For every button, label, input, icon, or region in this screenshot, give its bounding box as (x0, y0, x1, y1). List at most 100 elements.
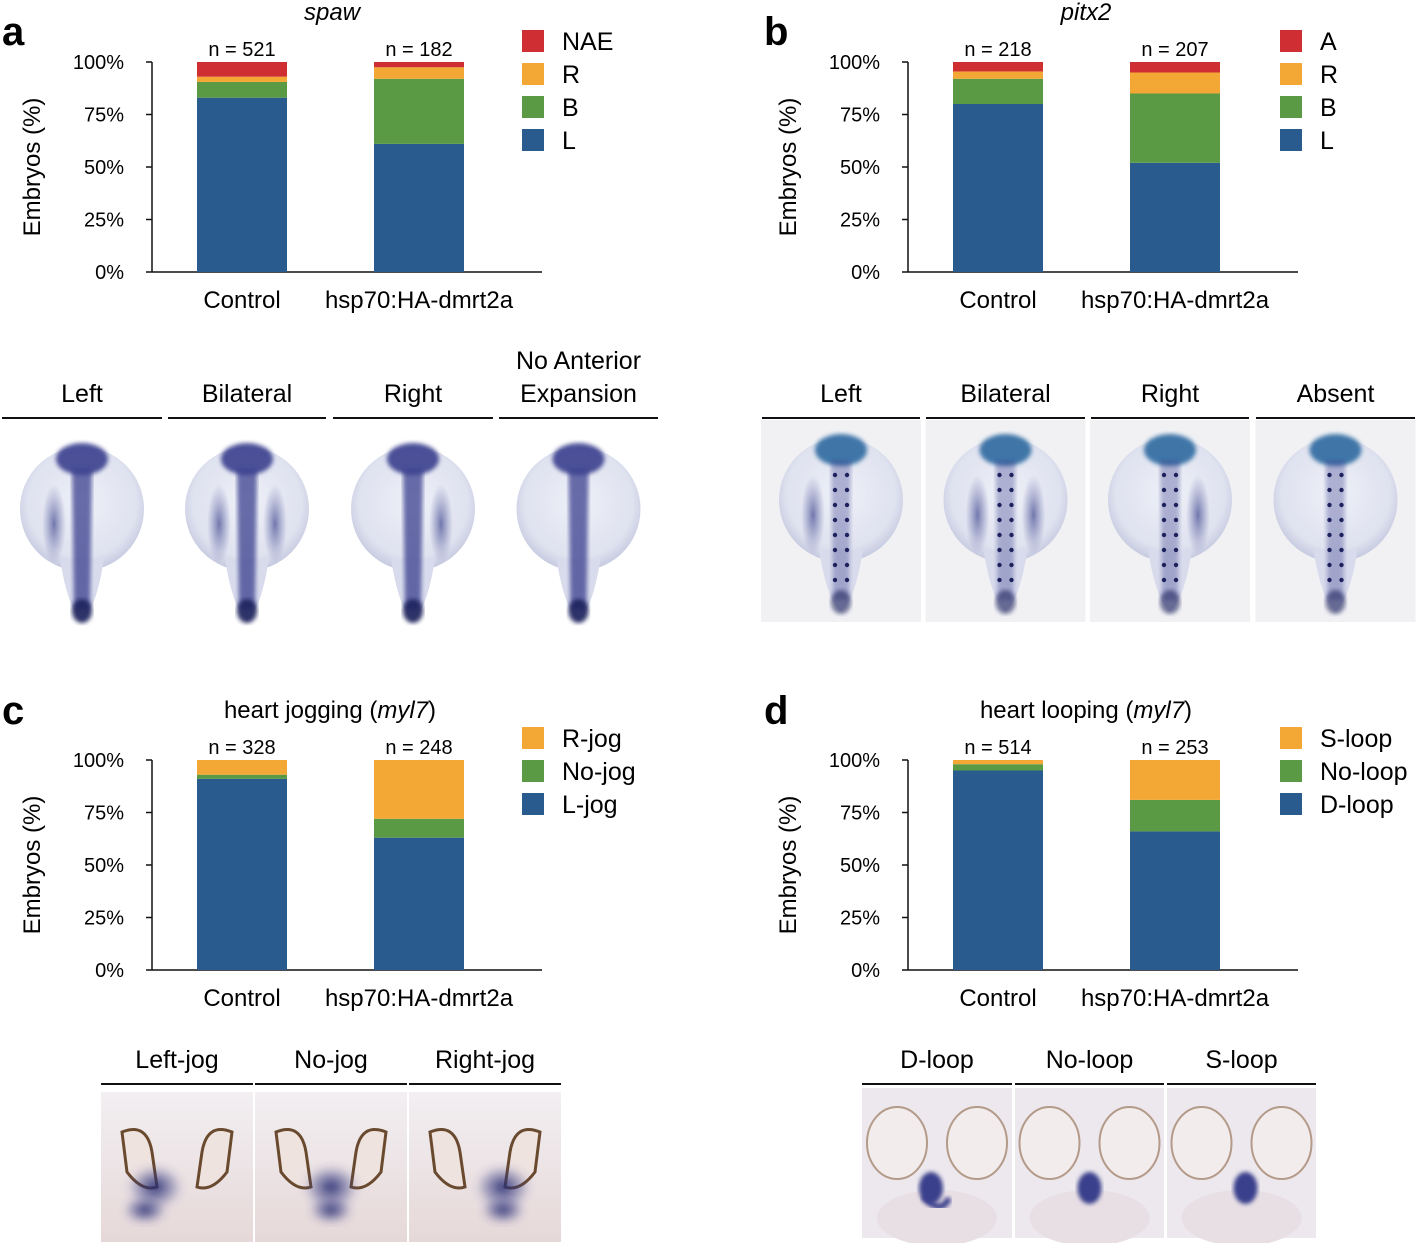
bar-segment-l-jog-control (197, 778, 287, 970)
n-count-label: n = 521 (208, 39, 275, 61)
somite-dot (844, 502, 850, 508)
somite-dot (1173, 547, 1179, 553)
heart-image (101, 1092, 253, 1242)
bar-segment-no-jog-dmrt2a (374, 818, 464, 838)
heart-image (255, 1092, 407, 1242)
somite-dot (1009, 487, 1014, 493)
chart-title: pitx2 (1060, 0, 1112, 26)
y-tick-label: 0% (95, 262, 124, 284)
lpm-stain-patch (263, 484, 287, 564)
legend-label: D-loop (1320, 791, 1394, 819)
somite-dot (1339, 487, 1344, 493)
y-tick-label: 75% (84, 803, 124, 825)
legend-swatch-b (1280, 96, 1302, 118)
photo-category-label: Expansion (520, 380, 637, 408)
somite-dot (1339, 547, 1344, 553)
heart-image (1015, 1088, 1164, 1243)
eye-right (1098, 1106, 1161, 1180)
somite-dot (1327, 577, 1332, 583)
somite-dot (1161, 472, 1167, 478)
somite-dot (1009, 532, 1014, 538)
bar-segment-nae-dmrt2a (374, 62, 464, 68)
photo-category-label: Bilateral (960, 380, 1050, 408)
embryo-image (185, 443, 309, 623)
bar-segment-r-control (953, 71, 1043, 79)
x-category-label: hsp70:HA-dmrt2a (325, 985, 514, 1012)
y-tick-label: 0% (851, 960, 880, 982)
somite-dot (997, 577, 1002, 583)
legend-swatch-no-loop (1280, 760, 1302, 782)
legend-swatch-nae (522, 30, 544, 52)
head-stain (56, 443, 108, 475)
somite-dot (997, 517, 1002, 523)
photo-category-label: Bilateral (202, 380, 292, 408)
legend-swatch-l-jog (522, 793, 544, 815)
embryo-image (1090, 420, 1250, 622)
y-axis-label: Embryos (%) (775, 796, 802, 935)
photo-category-label: No-loop (1046, 1046, 1134, 1074)
eye-left (1170, 1106, 1233, 1180)
bar-segment-d-loop-dmrt2a (1130, 831, 1220, 970)
eye-left (1018, 1106, 1081, 1180)
tailbud-stain (995, 590, 1016, 614)
somite-dot (997, 487, 1002, 493)
somite-dot (844, 562, 850, 568)
chart-title: heart jogging (myl7) (224, 697, 436, 724)
somite-dot (1161, 502, 1167, 508)
somite-dot (1161, 487, 1167, 493)
y-tick-label: 75% (840, 105, 880, 127)
eye-right (1250, 1106, 1313, 1180)
heart-stain (123, 1196, 167, 1224)
x-category-label: hsp70:HA-dmrt2a (1081, 287, 1270, 314)
somite-dot (1009, 517, 1014, 523)
bar-segment-a-control (953, 62, 1043, 72)
n-count-label: n = 207 (1141, 39, 1208, 61)
photo-category-label: Left (820, 380, 862, 408)
chart-panel-d: d heart looping (myl7) 0% 25% 50% 75% 100% Embr… (764, 689, 1408, 1012)
somite-dot (1161, 562, 1167, 568)
n-count-label: n = 253 (1141, 737, 1208, 759)
embryo-image (20, 443, 144, 623)
somite-dot (1009, 562, 1014, 568)
axis-stain (568, 469, 589, 609)
bar-segment-r-jog-control (197, 760, 287, 775)
somite-dot (997, 547, 1002, 553)
chart-title: heart looping (myl7) (980, 697, 1192, 724)
head-stain (387, 443, 439, 475)
embryo-image (925, 420, 1086, 622)
panel-letter: d (764, 689, 788, 733)
chart-panel-a: a spaw 0% 25% 50% 75% 100% Embryos (%) n = 521 Co… (2, 0, 613, 314)
y-axis-label: Embryos (%) (775, 98, 802, 237)
y-tick-label: 75% (84, 105, 124, 127)
photo-category-label: S-loop (1205, 1046, 1277, 1074)
axis-stain (72, 469, 92, 609)
somite-dot (844, 547, 850, 553)
somite-dot (1173, 472, 1179, 478)
somite-dot (832, 487, 838, 493)
bar-segment-b-control (953, 78, 1043, 104)
tailbud-stain (831, 590, 851, 614)
y-tick-label: 50% (840, 855, 880, 877)
bar-segment-s-loop-control (953, 760, 1043, 765)
axis-stain (237, 469, 257, 609)
somite-dot (1161, 577, 1167, 583)
somite-dot (844, 517, 850, 523)
yolk-shape (877, 1190, 997, 1243)
photo-category-label: Right (1141, 380, 1199, 408)
photo-background (409, 1092, 561, 1242)
somite-dot (1339, 517, 1344, 523)
somite-dot (1327, 487, 1332, 493)
somite-dot (832, 562, 838, 568)
embryo-image (1255, 420, 1416, 622)
embryo-image (516, 443, 641, 623)
legend-swatch-a (1280, 30, 1302, 52)
legend-swatch-l (522, 129, 544, 151)
legend-label: S-loop (1320, 725, 1392, 753)
somite-dot (844, 532, 850, 538)
n-count-label: n = 514 (964, 737, 1031, 759)
somite-dot (997, 532, 1002, 538)
somite-dot (1161, 532, 1167, 538)
bar-segment-l-dmrt2a (1130, 162, 1220, 272)
somite-dot (1173, 502, 1179, 508)
